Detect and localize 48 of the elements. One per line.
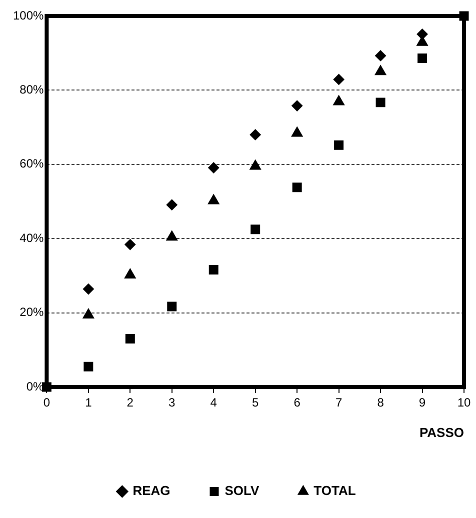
point [333, 74, 344, 85]
point [376, 98, 386, 108]
point [250, 129, 261, 140]
point [208, 162, 220, 174]
legend-label: REAG [132, 483, 170, 498]
y-tick-label: 80% [20, 82, 44, 97]
point [250, 224, 260, 234]
point [124, 239, 136, 250]
x-tick-label: 9 [418, 396, 426, 410]
point [292, 182, 302, 192]
point [82, 308, 94, 319]
x-tick-label: 0 [43, 396, 50, 410]
x-tick-label: 4 [210, 396, 218, 410]
point [374, 65, 386, 76]
point [82, 284, 94, 295]
point [418, 54, 428, 64]
point [124, 268, 136, 278]
x-tick-label: 3 [168, 396, 176, 410]
point [167, 302, 177, 312]
y-tick-label: 20% [20, 305, 44, 320]
point [125, 334, 135, 344]
point [291, 126, 303, 137]
point [208, 194, 220, 204]
y-tick-label: 60% [20, 156, 44, 171]
x-tick-label: 7 [335, 396, 342, 410]
point [84, 362, 94, 372]
x-tick-label: 8 [377, 396, 384, 410]
y-tick-label: 100% [12, 8, 44, 22]
point [375, 50, 386, 62]
point [334, 140, 344, 150]
point [292, 100, 303, 112]
point [333, 95, 345, 106]
legend-label: SOLV [224, 483, 260, 498]
point [166, 199, 178, 210]
x-axis-title: PASSO [419, 424, 464, 440]
x-tick-label: 5 [252, 396, 259, 410]
point [208, 265, 218, 275]
x-tick-label: 1 [85, 396, 92, 410]
x-tick-label: 2 [126, 396, 134, 410]
point [459, 11, 469, 21]
legend-label: TOTAL [314, 483, 356, 498]
x-tick-label: 10 [457, 396, 471, 410]
point [250, 160, 262, 170]
point [42, 382, 52, 392]
point [416, 28, 428, 40]
x-tick-label: 6 [294, 396, 301, 410]
y-tick-label: 40% [20, 230, 44, 245]
point [166, 230, 178, 241]
